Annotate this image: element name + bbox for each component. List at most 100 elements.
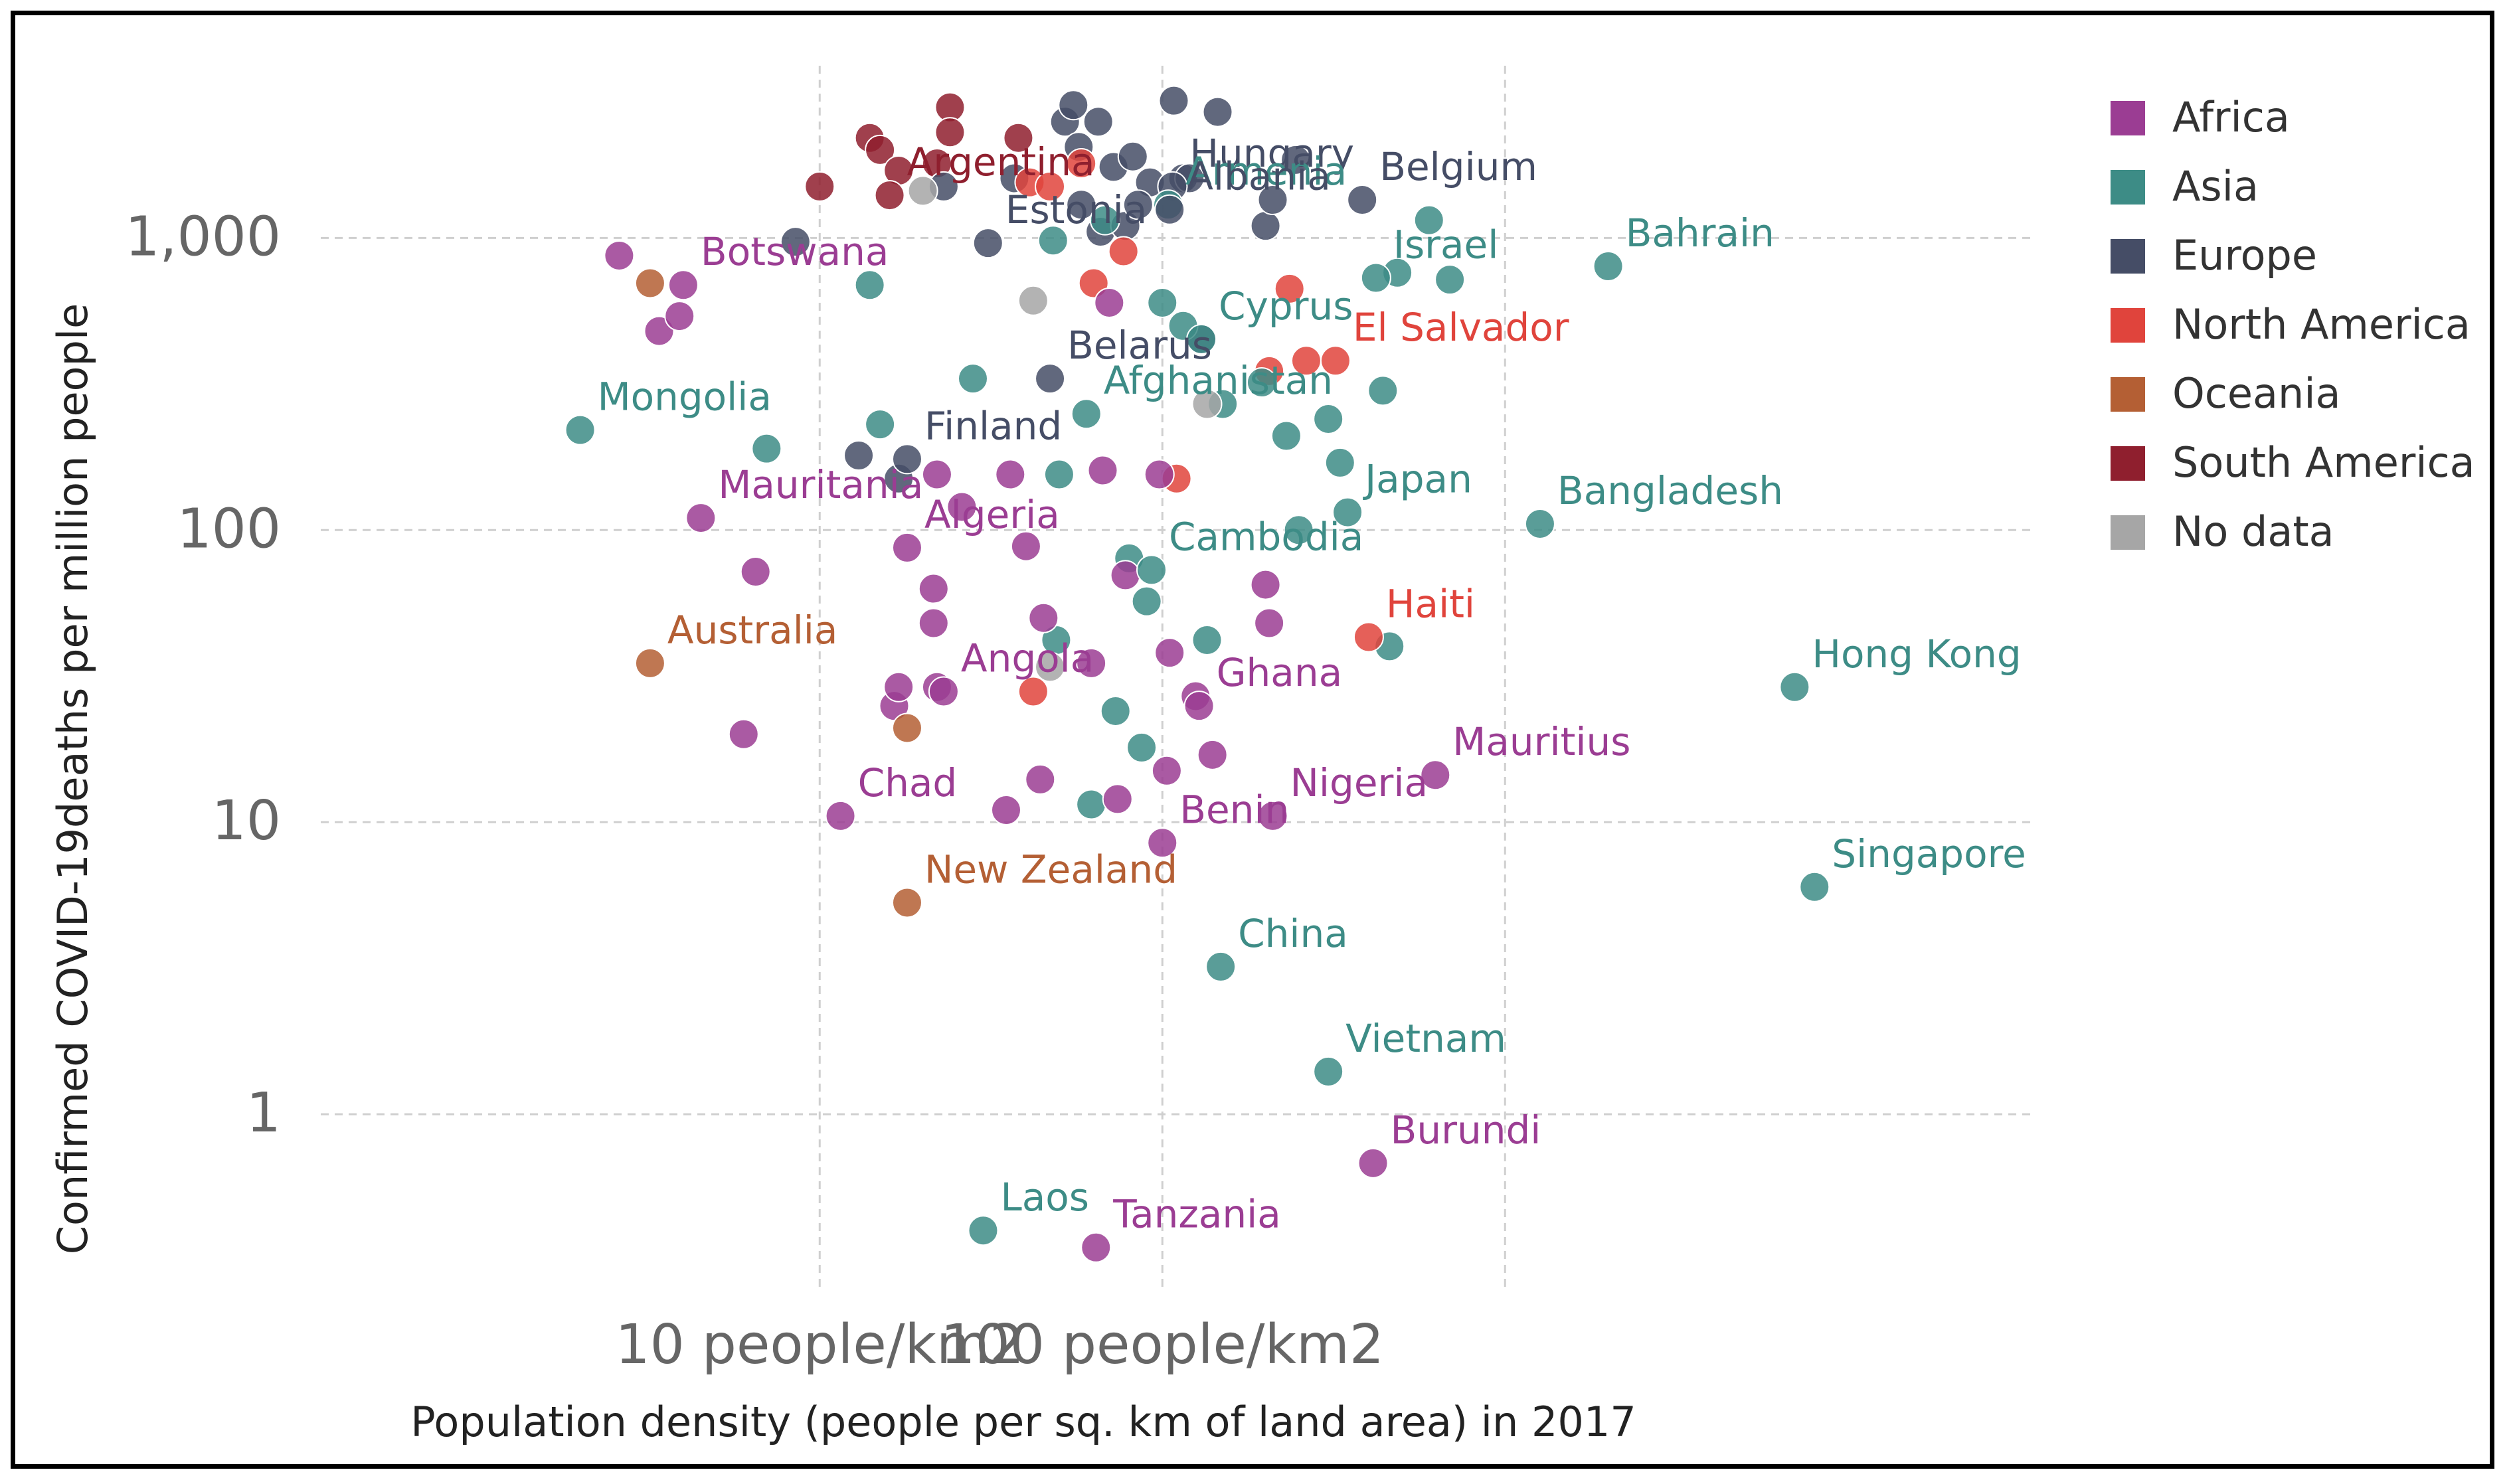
data-point: [1246, 367, 1277, 398]
data-point-algeria: [891, 532, 922, 563]
data-point: [1083, 106, 1114, 137]
data-point: [883, 671, 914, 702]
data-point: [1191, 388, 1223, 420]
data-point-new-zealand: [891, 887, 922, 918]
data-label-cambodia: Cambodia: [1169, 514, 1363, 559]
data-point: [740, 556, 771, 588]
data-label-finland: Finland: [924, 403, 1062, 448]
y-tick-label: 100: [177, 497, 281, 560]
data-point-afghanistan: [1071, 398, 1102, 430]
data-point: [1250, 569, 1281, 600]
data-label-bahrain: Bahrain: [1626, 210, 1775, 256]
legend-label: Africa: [2172, 93, 2290, 141]
data-point: [1154, 637, 1185, 669]
data-label-mauritius: Mauritius: [1452, 719, 1630, 764]
data-point-israel: [1360, 262, 1391, 293]
data-point: [1025, 764, 1056, 795]
data-point: [1037, 225, 1069, 256]
data-point: [1283, 515, 1314, 546]
legend-label: North America: [2172, 300, 2470, 349]
legend-swatch: [2111, 446, 2145, 481]
data-label-nigeria: Nigeria: [1290, 760, 1429, 805]
data-point: [1066, 148, 1097, 179]
chart-frame: 1 10 100 1,000 10 people/km2 100 people/km2 H…: [11, 11, 2494, 1469]
data-point-belarus: [1035, 363, 1066, 394]
data-labels: Hungary Belgium Argentina Armenia Estonia Alb…: [598, 131, 2026, 1237]
data-point: [1274, 273, 1305, 304]
data-label-haiti: Haiti: [1386, 582, 1475, 627]
data-point: [1313, 404, 1344, 435]
data-point: [1076, 789, 1107, 820]
data-point: [1122, 189, 1154, 220]
data-point: [1035, 171, 1066, 202]
data-label-china: China: [1238, 911, 1348, 956]
data-point-ghana: [1183, 691, 1215, 722]
data-point: [1089, 205, 1120, 236]
grid: [321, 66, 2034, 1290]
data-point-hong-kong: [1779, 671, 1810, 702]
data-point: [957, 363, 988, 394]
data-point: [995, 459, 1026, 490]
data-point: [891, 712, 922, 744]
legend-swatch: [2111, 308, 2145, 343]
data-label-vietnam: Vietnam: [1345, 1016, 1506, 1061]
data-point: [854, 270, 885, 301]
legend-label: Oceania: [2172, 369, 2341, 418]
data-points: [564, 85, 1830, 1263]
data-point-mongolia: [564, 414, 596, 446]
data-point: [865, 134, 896, 165]
data-label-algeria: Algeria: [924, 492, 1060, 537]
data-label-el-salvador: El Salvador: [1353, 305, 1569, 350]
data-point: [1043, 459, 1075, 490]
data-point: [1151, 755, 1182, 786]
data-point-burundi: [1357, 1147, 1389, 1179]
legend-swatch: [2111, 101, 2145, 135]
data-point: [1250, 210, 1281, 242]
legend-swatch: [2111, 170, 2145, 205]
data-label-bangladesh: Bangladesh: [1557, 468, 1783, 513]
data-point-tanzania: [1081, 1232, 1112, 1263]
data-point: [1100, 695, 1131, 726]
data-label-australia: Australia: [667, 608, 838, 653]
data-point: [1017, 676, 1049, 707]
data-label-mongolia: Mongolia: [598, 374, 772, 420]
x-tick-label: 100 people/km2: [940, 1313, 1384, 1376]
data-point: [1197, 739, 1228, 770]
data-point: [1035, 651, 1066, 683]
data-point-albania: [1154, 194, 1185, 225]
data-point-laos: [968, 1215, 999, 1246]
data-point: [804, 171, 835, 202]
y-tick-label: 1: [246, 1082, 281, 1145]
data-point-chad: [825, 800, 856, 831]
data-point-vietnam: [1313, 1056, 1344, 1087]
data-label-belarus: Belarus: [1067, 323, 1212, 368]
data-point: [1117, 141, 1148, 172]
data-point: [865, 409, 896, 440]
data-point: [1131, 586, 1162, 617]
data-point: [604, 240, 635, 271]
legend-label: South America: [2172, 438, 2475, 487]
data-point: [1413, 205, 1444, 236]
data-point-japan: [1332, 497, 1363, 528]
data-point: [1126, 732, 1158, 763]
data-point: [946, 491, 978, 523]
data-point-botswana: [667, 270, 699, 301]
data-point: [918, 608, 949, 639]
data-label-benin: Benin: [1179, 787, 1289, 832]
data-point: [1003, 122, 1034, 153]
data-label-israel: Israel: [1393, 222, 1499, 267]
data-label-botswana: Botswana: [701, 229, 889, 274]
data-point-bahrain: [1593, 250, 1624, 282]
data-point: [751, 433, 782, 464]
data-point: [1202, 96, 1233, 127]
data-point: [907, 175, 938, 206]
data-point-cyprus: [1186, 323, 1217, 355]
data-label-angola: Angola: [961, 635, 1094, 681]
data-point: [634, 268, 665, 299]
data-label-new-zealand: New Zealand: [924, 847, 1177, 892]
data-point: [1147, 287, 1178, 318]
data-point: [1108, 236, 1139, 267]
data-label-singapore: Singapore: [1832, 831, 2026, 876]
data-point: [1270, 420, 1302, 452]
data-label-hong-kong: Hong Kong: [1812, 631, 2021, 677]
